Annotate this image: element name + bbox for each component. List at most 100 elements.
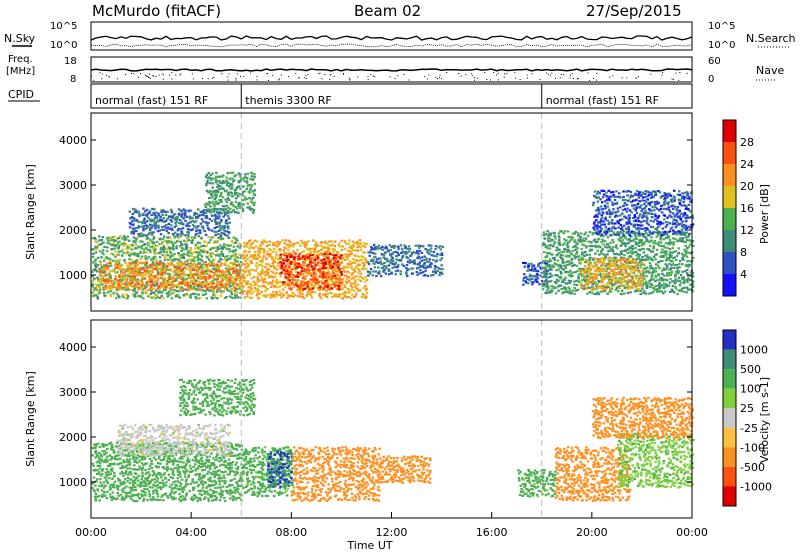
heatmap-cell — [319, 295, 322, 298]
search-tick-high: 10^5 — [708, 21, 735, 32]
heatmap-cell — [94, 240, 98, 243]
heatmap-cell — [352, 249, 355, 252]
heatmap-cell — [576, 247, 579, 250]
heatmap-cell — [100, 256, 103, 259]
heatmap-cell — [230, 284, 233, 287]
heatmap-cell — [299, 271, 302, 274]
heatmap-cell — [612, 231, 616, 234]
heatmap-cell — [662, 268, 665, 271]
heatmap-cell — [333, 254, 336, 257]
heatmap-cell — [653, 286, 656, 289]
heatmap-cell — [652, 245, 656, 248]
heatmap-cell — [125, 247, 129, 250]
heatmap-cell — [223, 258, 226, 261]
heatmap-cell — [573, 254, 576, 257]
heatmap-cell — [678, 237, 682, 240]
heatmap-cell — [585, 237, 588, 240]
heatmap-cell — [576, 279, 579, 282]
heatmap-cell — [634, 235, 638, 238]
heatmap-cell — [311, 265, 314, 268]
heatmap-cell — [355, 292, 358, 295]
heatmap-cell — [352, 269, 356, 272]
heatmap-cell — [159, 248, 163, 251]
heatmap-cell — [541, 260, 545, 263]
heatmap-cell — [302, 264, 305, 267]
heatmap-cell — [669, 290, 672, 293]
heatmap-cell — [162, 285, 165, 288]
heatmap-cell — [237, 211, 240, 214]
heatmap-cell — [304, 282, 307, 285]
heatmap-cell — [117, 280, 120, 283]
heatmap-cell — [213, 227, 216, 230]
heatmap-cell — [293, 260, 296, 263]
heatmap-cell — [663, 278, 667, 281]
heatmap-cell — [343, 293, 347, 296]
heatmap-cell — [588, 279, 591, 282]
heatmap-cell — [227, 211, 230, 214]
heatmap-cell — [340, 267, 344, 270]
heatmap-cell — [326, 263, 329, 266]
heatmap-cell — [341, 245, 345, 248]
heatmap-cell — [208, 182, 212, 185]
heatmap-cell — [555, 278, 559, 281]
heatmap-cell — [327, 281, 330, 284]
heatmap-cell — [301, 242, 304, 245]
heatmap-cell — [199, 222, 203, 225]
heatmap-cell — [128, 277, 131, 280]
heatmap-cell — [633, 266, 636, 269]
heatmap-cell — [635, 274, 638, 277]
heatmap-cell — [674, 287, 678, 290]
heatmap-cell — [166, 281, 169, 284]
heatmap-cell — [600, 280, 603, 283]
heatmap-cell — [167, 258, 170, 261]
heatmap-cell — [150, 278, 153, 281]
heatmap-cell — [330, 240, 334, 243]
heatmap-cell — [588, 271, 591, 274]
heatmap-cell — [283, 273, 287, 276]
heatmap-cell — [334, 293, 337, 296]
heatmap-cell — [612, 284, 616, 287]
heatmap-cell — [287, 249, 290, 252]
heatmap-cell — [221, 279, 224, 283]
heatmap-cell — [172, 264, 175, 267]
heatmap-cell — [551, 256, 555, 260]
heatmap-cell — [229, 257, 232, 260]
heatmap-cell — [374, 256, 377, 259]
heatmap-cell — [361, 292, 365, 296]
heatmap-cell — [199, 210, 203, 214]
heatmap-cell — [150, 226, 153, 229]
heatmap-cell — [280, 262, 284, 265]
heatmap-cell — [281, 270, 284, 273]
heatmap-cell — [203, 275, 206, 279]
heatmap-cell — [246, 295, 249, 298]
heatmap-cell — [533, 267, 537, 270]
heatmap-cell — [337, 263, 341, 266]
heatmap-cell — [309, 294, 313, 297]
heatmap-cell — [100, 278, 104, 281]
heatmap-cell — [364, 284, 367, 288]
heatmap-cell — [612, 250, 615, 253]
heatmap-cell — [112, 241, 116, 244]
heatmap-cell — [267, 268, 271, 271]
heatmap-cell — [109, 270, 112, 273]
nave-point — [235, 77, 237, 79]
heatmap-cell — [600, 234, 603, 238]
nave-point — [268, 80, 269, 81]
nave-tick-low: 0 — [708, 74, 714, 85]
nave-point — [175, 74, 177, 76]
heatmap-cell — [183, 216, 186, 219]
nave-point — [504, 73, 505, 75]
heatmap-cell — [272, 260, 275, 263]
heatmap-cell — [99, 260, 102, 263]
heatmap-cell — [384, 266, 388, 269]
heatmap-cell — [146, 266, 149, 269]
heatmap-cell — [190, 287, 194, 290]
heatmap-cell — [289, 255, 292, 258]
nave-point — [471, 75, 473, 77]
heatmap-cell — [233, 179, 236, 182]
heatmap-cell — [187, 233, 190, 236]
heatmap-cell — [652, 241, 655, 244]
heatmap-cell — [252, 211, 255, 214]
heatmap-cell — [107, 257, 111, 260]
heatmap-cell — [213, 272, 217, 275]
